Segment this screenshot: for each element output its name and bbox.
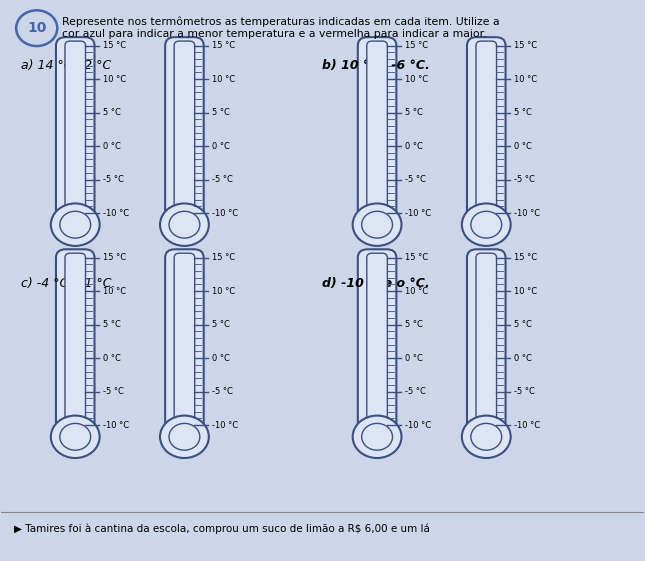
Text: -5 °C: -5 °C [212,387,233,396]
Text: 5 °C: 5 °C [514,108,531,117]
Text: 10 °C: 10 °C [212,75,235,84]
FancyBboxPatch shape [367,253,388,429]
Text: 5 °C: 5 °C [103,108,121,117]
Text: 10 °C: 10 °C [212,287,235,296]
Circle shape [60,424,91,450]
Text: 0 °C: 0 °C [212,353,230,362]
Text: b) 10 °Ce -6 °C.: b) 10 °Ce -6 °C. [322,59,430,72]
Text: -10 °C: -10 °C [514,209,540,218]
Circle shape [362,211,393,238]
FancyBboxPatch shape [358,249,397,434]
Circle shape [169,211,200,238]
Text: ▶ Tamires foi à cantina da escola, comprou um suco de limão a R$ 6,00 e um lá: ▶ Tamires foi à cantina da escola, compr… [14,523,430,534]
FancyBboxPatch shape [65,253,86,429]
Circle shape [471,211,502,238]
Circle shape [51,416,99,458]
FancyBboxPatch shape [358,37,397,222]
Text: 5 °C: 5 °C [103,320,121,329]
Text: a) 14 °Ce 2 °C: a) 14 °Ce 2 °C [21,59,111,72]
Text: -10 °C: -10 °C [103,421,129,430]
Text: 0 °C: 0 °C [103,353,121,362]
Text: 15 °C: 15 °C [404,41,428,50]
Text: 15 °C: 15 °C [514,41,537,50]
Text: 0 °C: 0 °C [404,141,422,150]
Text: -10 °C: -10 °C [103,209,129,218]
Circle shape [51,204,99,246]
FancyBboxPatch shape [56,249,95,434]
Text: d) -10 °Ce o °C.: d) -10 °Ce o °C. [322,277,430,290]
Text: 15 °C: 15 °C [514,253,537,262]
Text: -5 °C: -5 °C [514,387,535,396]
FancyBboxPatch shape [165,37,204,222]
Text: 10: 10 [27,21,46,35]
Text: 10 °C: 10 °C [404,75,428,84]
Text: -10 °C: -10 °C [404,209,431,218]
Text: 15 °C: 15 °C [212,253,235,262]
Text: 0 °C: 0 °C [514,141,531,150]
Text: 10 °C: 10 °C [514,287,537,296]
Text: -10 °C: -10 °C [212,209,238,218]
Text: -10 °C: -10 °C [212,421,238,430]
Text: 0 °C: 0 °C [212,141,230,150]
Circle shape [362,424,393,450]
Text: cor azul para indicar a menor temperatura e a vermelha para indicar a maior.: cor azul para indicar a menor temperatur… [63,29,487,39]
Circle shape [16,10,57,46]
Text: 5 °C: 5 °C [404,320,422,329]
Circle shape [160,416,209,458]
Text: c) -4 °Ce -1 °C.: c) -4 °Ce -1 °C. [21,277,115,290]
FancyBboxPatch shape [367,41,388,217]
FancyBboxPatch shape [467,249,506,434]
Text: -5 °C: -5 °C [404,175,426,184]
Text: 15 °C: 15 °C [212,41,235,50]
Circle shape [60,211,91,238]
Text: 0 °C: 0 °C [103,141,121,150]
Text: 10 °C: 10 °C [103,287,126,296]
Text: Represente nos termômetros as temperaturas indicadas em cada item. Utilize a: Represente nos termômetros as temperatur… [63,17,500,27]
FancyBboxPatch shape [56,37,95,222]
Text: -5 °C: -5 °C [103,387,124,396]
Circle shape [471,424,502,450]
Text: -5 °C: -5 °C [103,175,124,184]
FancyBboxPatch shape [476,41,497,217]
FancyBboxPatch shape [476,253,497,429]
Text: 5 °C: 5 °C [404,108,422,117]
Text: 10 °C: 10 °C [103,75,126,84]
Text: 15 °C: 15 °C [404,253,428,262]
Text: 10 °C: 10 °C [404,287,428,296]
FancyBboxPatch shape [174,41,195,217]
Text: -5 °C: -5 °C [212,175,233,184]
Text: -5 °C: -5 °C [514,175,535,184]
Text: 15 °C: 15 °C [103,41,126,50]
Text: 0 °C: 0 °C [514,353,531,362]
FancyBboxPatch shape [467,37,506,222]
Text: 5 °C: 5 °C [212,108,230,117]
Text: -10 °C: -10 °C [514,421,540,430]
Circle shape [462,204,511,246]
Circle shape [169,424,200,450]
Circle shape [353,416,401,458]
Text: 5 °C: 5 °C [514,320,531,329]
Text: -10 °C: -10 °C [404,421,431,430]
FancyBboxPatch shape [65,41,86,217]
Text: 15 °C: 15 °C [103,253,126,262]
Circle shape [160,204,209,246]
Text: 0 °C: 0 °C [404,353,422,362]
FancyBboxPatch shape [174,253,195,429]
FancyBboxPatch shape [165,249,204,434]
Text: 10 °C: 10 °C [514,75,537,84]
Text: -5 °C: -5 °C [404,387,426,396]
Circle shape [353,204,401,246]
Text: 5 °C: 5 °C [212,320,230,329]
Circle shape [462,416,511,458]
